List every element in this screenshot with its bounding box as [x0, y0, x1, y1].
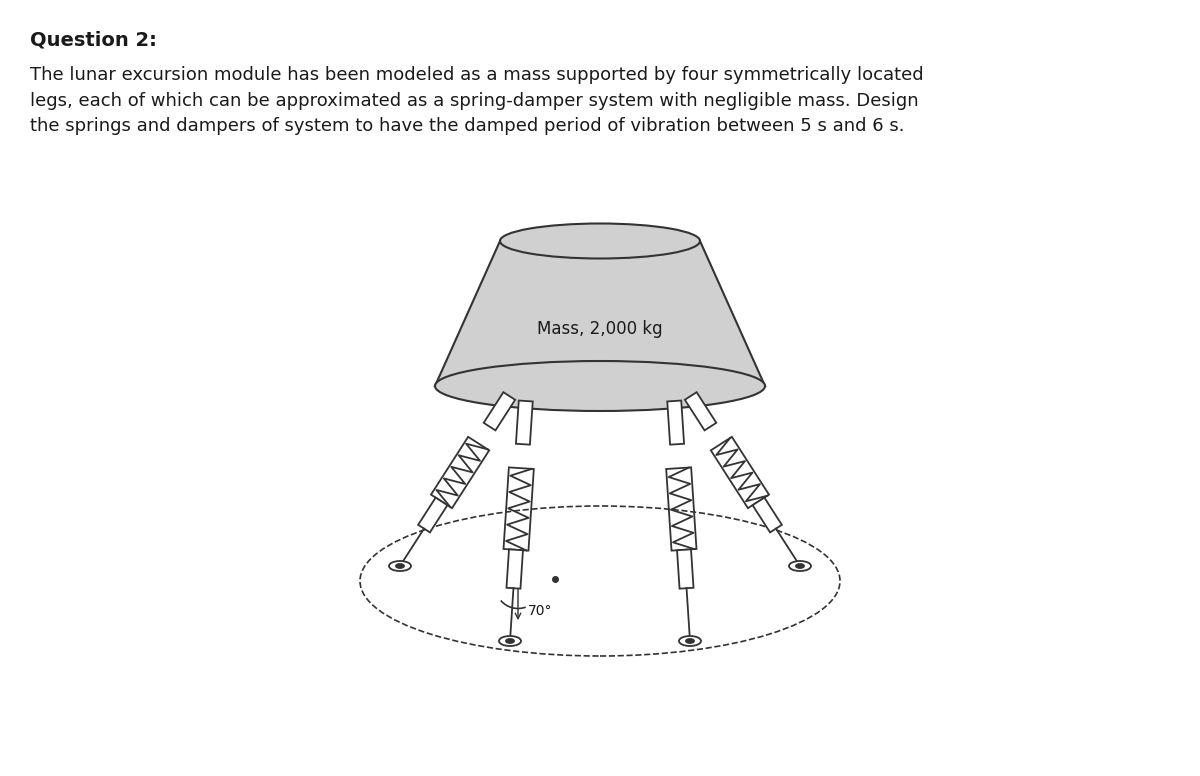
Ellipse shape — [396, 564, 404, 568]
Text: 70°: 70° — [528, 604, 552, 618]
Polygon shape — [506, 549, 523, 589]
Ellipse shape — [796, 564, 804, 568]
Ellipse shape — [506, 639, 514, 643]
Ellipse shape — [499, 636, 521, 646]
Ellipse shape — [790, 561, 811, 571]
Ellipse shape — [500, 223, 700, 258]
Ellipse shape — [679, 636, 701, 646]
Polygon shape — [516, 400, 533, 445]
Polygon shape — [434, 241, 766, 386]
Ellipse shape — [389, 561, 410, 571]
Text: Mass, 2,000 kg: Mass, 2,000 kg — [538, 320, 662, 338]
Polygon shape — [418, 497, 448, 532]
Polygon shape — [752, 497, 782, 532]
Ellipse shape — [436, 361, 766, 411]
Text: The lunar excursion module has been modeled as a mass supported by four symmetri: The lunar excursion module has been mode… — [30, 66, 924, 135]
Ellipse shape — [686, 639, 694, 643]
Polygon shape — [685, 392, 716, 431]
Polygon shape — [667, 400, 684, 445]
Polygon shape — [484, 392, 515, 431]
Polygon shape — [677, 549, 694, 589]
Text: Question 2:: Question 2: — [30, 31, 157, 50]
